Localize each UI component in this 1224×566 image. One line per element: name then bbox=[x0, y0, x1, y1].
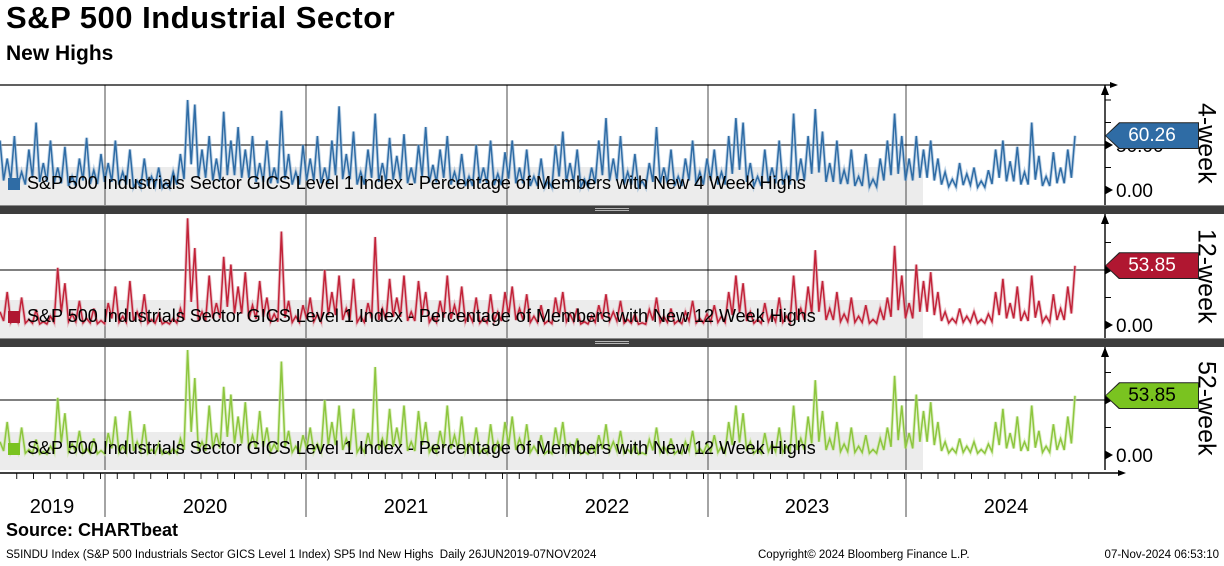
series-line-52-week bbox=[0, 349, 1076, 456]
legend-swatch-icon bbox=[8, 310, 20, 323]
legend-swatch-icon bbox=[8, 177, 20, 190]
x-axis-year-label: 2019 bbox=[29, 496, 75, 518]
x-axis-year-label: 2021 bbox=[383, 496, 429, 518]
chart-panel-12-week: 50.000.00S&P 500 Industrials Sector GICS… bbox=[0, 214, 1224, 338]
footer-timestamp: 07-Nov-2024 06:53:10 bbox=[1104, 549, 1219, 561]
x-axis: 2019 2020 2021 2022 2023 2024 bbox=[0, 470, 1224, 518]
pane-splitter-2[interactable] bbox=[0, 338, 1224, 347]
chart-panel-4-week: 50.000.00S&P 500 Industrials Sector GICS… bbox=[0, 82, 1224, 205]
y-axis-tick-label: 0.00 bbox=[1116, 181, 1153, 202]
legend-text: S&P 500 Industrials Sector GICS Level 1 … bbox=[27, 306, 816, 326]
legend-12-week: S&P 500 Industrials Sector GICS Level 1 … bbox=[8, 306, 816, 327]
x-axis-arrow bbox=[1118, 470, 1126, 476]
last-value-label: 53.85 bbox=[1106, 253, 1198, 279]
x-axis-plot bbox=[0, 470, 1126, 517]
x-axis-year-label: 2023 bbox=[784, 496, 830, 518]
pane-splitter-1[interactable] bbox=[0, 205, 1224, 214]
plot-area-4-week: 50.000.00 bbox=[0, 82, 1164, 205]
plot-area-12-week: 50.000.00 bbox=[0, 214, 1164, 338]
legend-swatch-icon bbox=[8, 442, 20, 455]
last-value-tag-52-week: 53.85 bbox=[1105, 382, 1199, 410]
footer-copyright: Copyright© 2024 Bloomberg Finance L.P. bbox=[758, 549, 970, 561]
series-line-12-week bbox=[0, 218, 1076, 326]
legend-4-week: S&P 500 Industrials Sector GICS Level 1 … bbox=[8, 173, 806, 194]
x-axis-year-label: 2022 bbox=[584, 496, 630, 518]
page-subtitle: New Highs bbox=[6, 42, 114, 65]
page-title: S&P 500 Industrial Sector bbox=[6, 0, 396, 35]
legend-text: S&P 500 Industrials Sector GICS Level 1 … bbox=[27, 438, 816, 458]
y-axis-tick-label: 0.00 bbox=[1116, 316, 1153, 337]
x-axis-year-label: 2020 bbox=[182, 496, 228, 518]
last-value-label: 60.26 bbox=[1106, 123, 1198, 149]
series-line-4-week bbox=[0, 99, 1076, 190]
y-axis-arrow bbox=[1101, 347, 1109, 357]
last-value-label: 53.85 bbox=[1106, 383, 1198, 409]
source-label: Source: CHARTbeat bbox=[6, 520, 179, 540]
last-value-tag-4-week: 60.26 bbox=[1105, 122, 1199, 150]
last-value-tag-12-week: 53.85 bbox=[1105, 252, 1199, 280]
chart-panel-52-week: 50.000.00S&P 500 Industrials Sector GICS… bbox=[0, 347, 1224, 470]
y-axis-arrow bbox=[1101, 85, 1109, 95]
y-axis-tick-label: 0.00 bbox=[1116, 446, 1153, 467]
y-axis-arrow bbox=[1101, 214, 1109, 224]
legend-text: S&P 500 Industrials Sector GICS Level 1 … bbox=[27, 173, 806, 193]
x-axis-year-label: 2024 bbox=[983, 496, 1029, 518]
footer-security-info: S5INDU Index (S&P 500 Industrials Sector… bbox=[6, 549, 597, 561]
legend-52-week: S&P 500 Industrials Sector GICS Level 1 … bbox=[8, 438, 816, 459]
